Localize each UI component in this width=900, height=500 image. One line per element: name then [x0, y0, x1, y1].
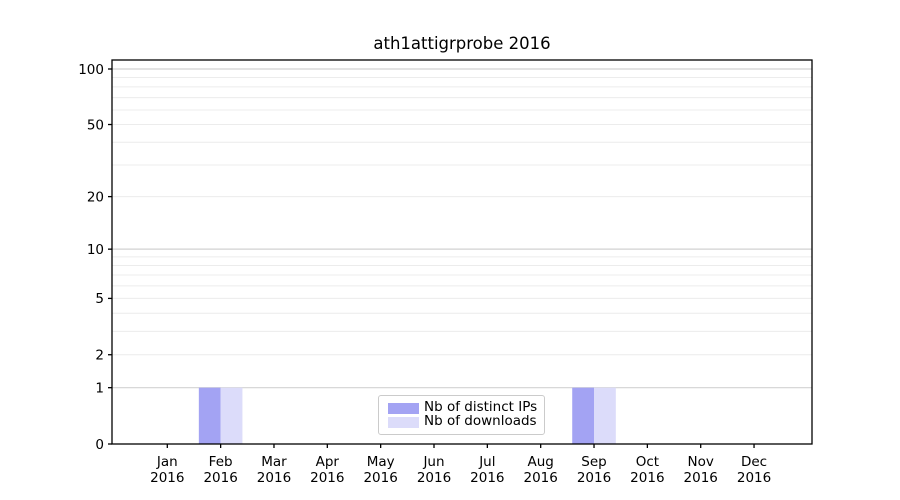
x-tick-label-oct: Oct 2016 — [630, 454, 664, 486]
x-tick-label-nov: Nov 2016 — [684, 454, 718, 486]
y-tick-label-2: 2 — [95, 348, 104, 364]
x-tick-label-may: May 2016 — [363, 454, 397, 486]
y-tick-label-100: 100 — [78, 62, 104, 78]
x-tick-label-jun: Jun 2016 — [417, 454, 451, 486]
x-tick-label-feb: Feb 2016 — [203, 454, 237, 486]
y-tick-label-0: 0 — [95, 437, 104, 453]
legend: Nb of distinct IPs Nb of downloads — [378, 395, 545, 435]
x-tick-label-mar: Mar 2016 — [257, 454, 291, 486]
y-tick-label-5: 5 — [95, 291, 104, 307]
chart-title: ath1attigrprobe 2016 — [373, 34, 550, 53]
y-tick-label-10: 10 — [87, 242, 104, 258]
bar-downloads-sep — [594, 387, 616, 444]
bar-distinct-ips-feb — [198, 387, 221, 444]
bar-downloads-feb — [220, 387, 243, 444]
plot-border — [111, 59, 813, 445]
x-tick-label-jan: Jan 2016 — [150, 454, 184, 486]
x-tick-label-dec: Dec 2016 — [737, 454, 771, 486]
x-tick-label-sep: Sep 2016 — [577, 454, 611, 486]
bar-distinct-ips-sep — [572, 387, 595, 444]
y-tick-label-50: 50 — [87, 117, 104, 133]
legend-swatch-distinct-ips — [388, 402, 419, 414]
legend-label-downloads: Nb of downloads — [424, 413, 537, 430]
y-tick-label-1: 1 — [95, 380, 104, 396]
x-tick-label-aug: Aug 2016 — [524, 454, 558, 486]
y-tick-label-20: 20 — [87, 189, 104, 205]
legend-item-distinct-ips: Nb of distinct IPs — [388, 401, 540, 415]
x-tick-label-apr: Apr 2016 — [310, 454, 344, 486]
legend-swatch-downloads — [388, 416, 419, 428]
legend-label-distinct-ips: Nb of distinct IPs — [424, 399, 538, 416]
legend-item-downloads: Nb of downloads — [388, 415, 540, 429]
x-tick-label-jul: Jul 2016 — [470, 454, 504, 486]
